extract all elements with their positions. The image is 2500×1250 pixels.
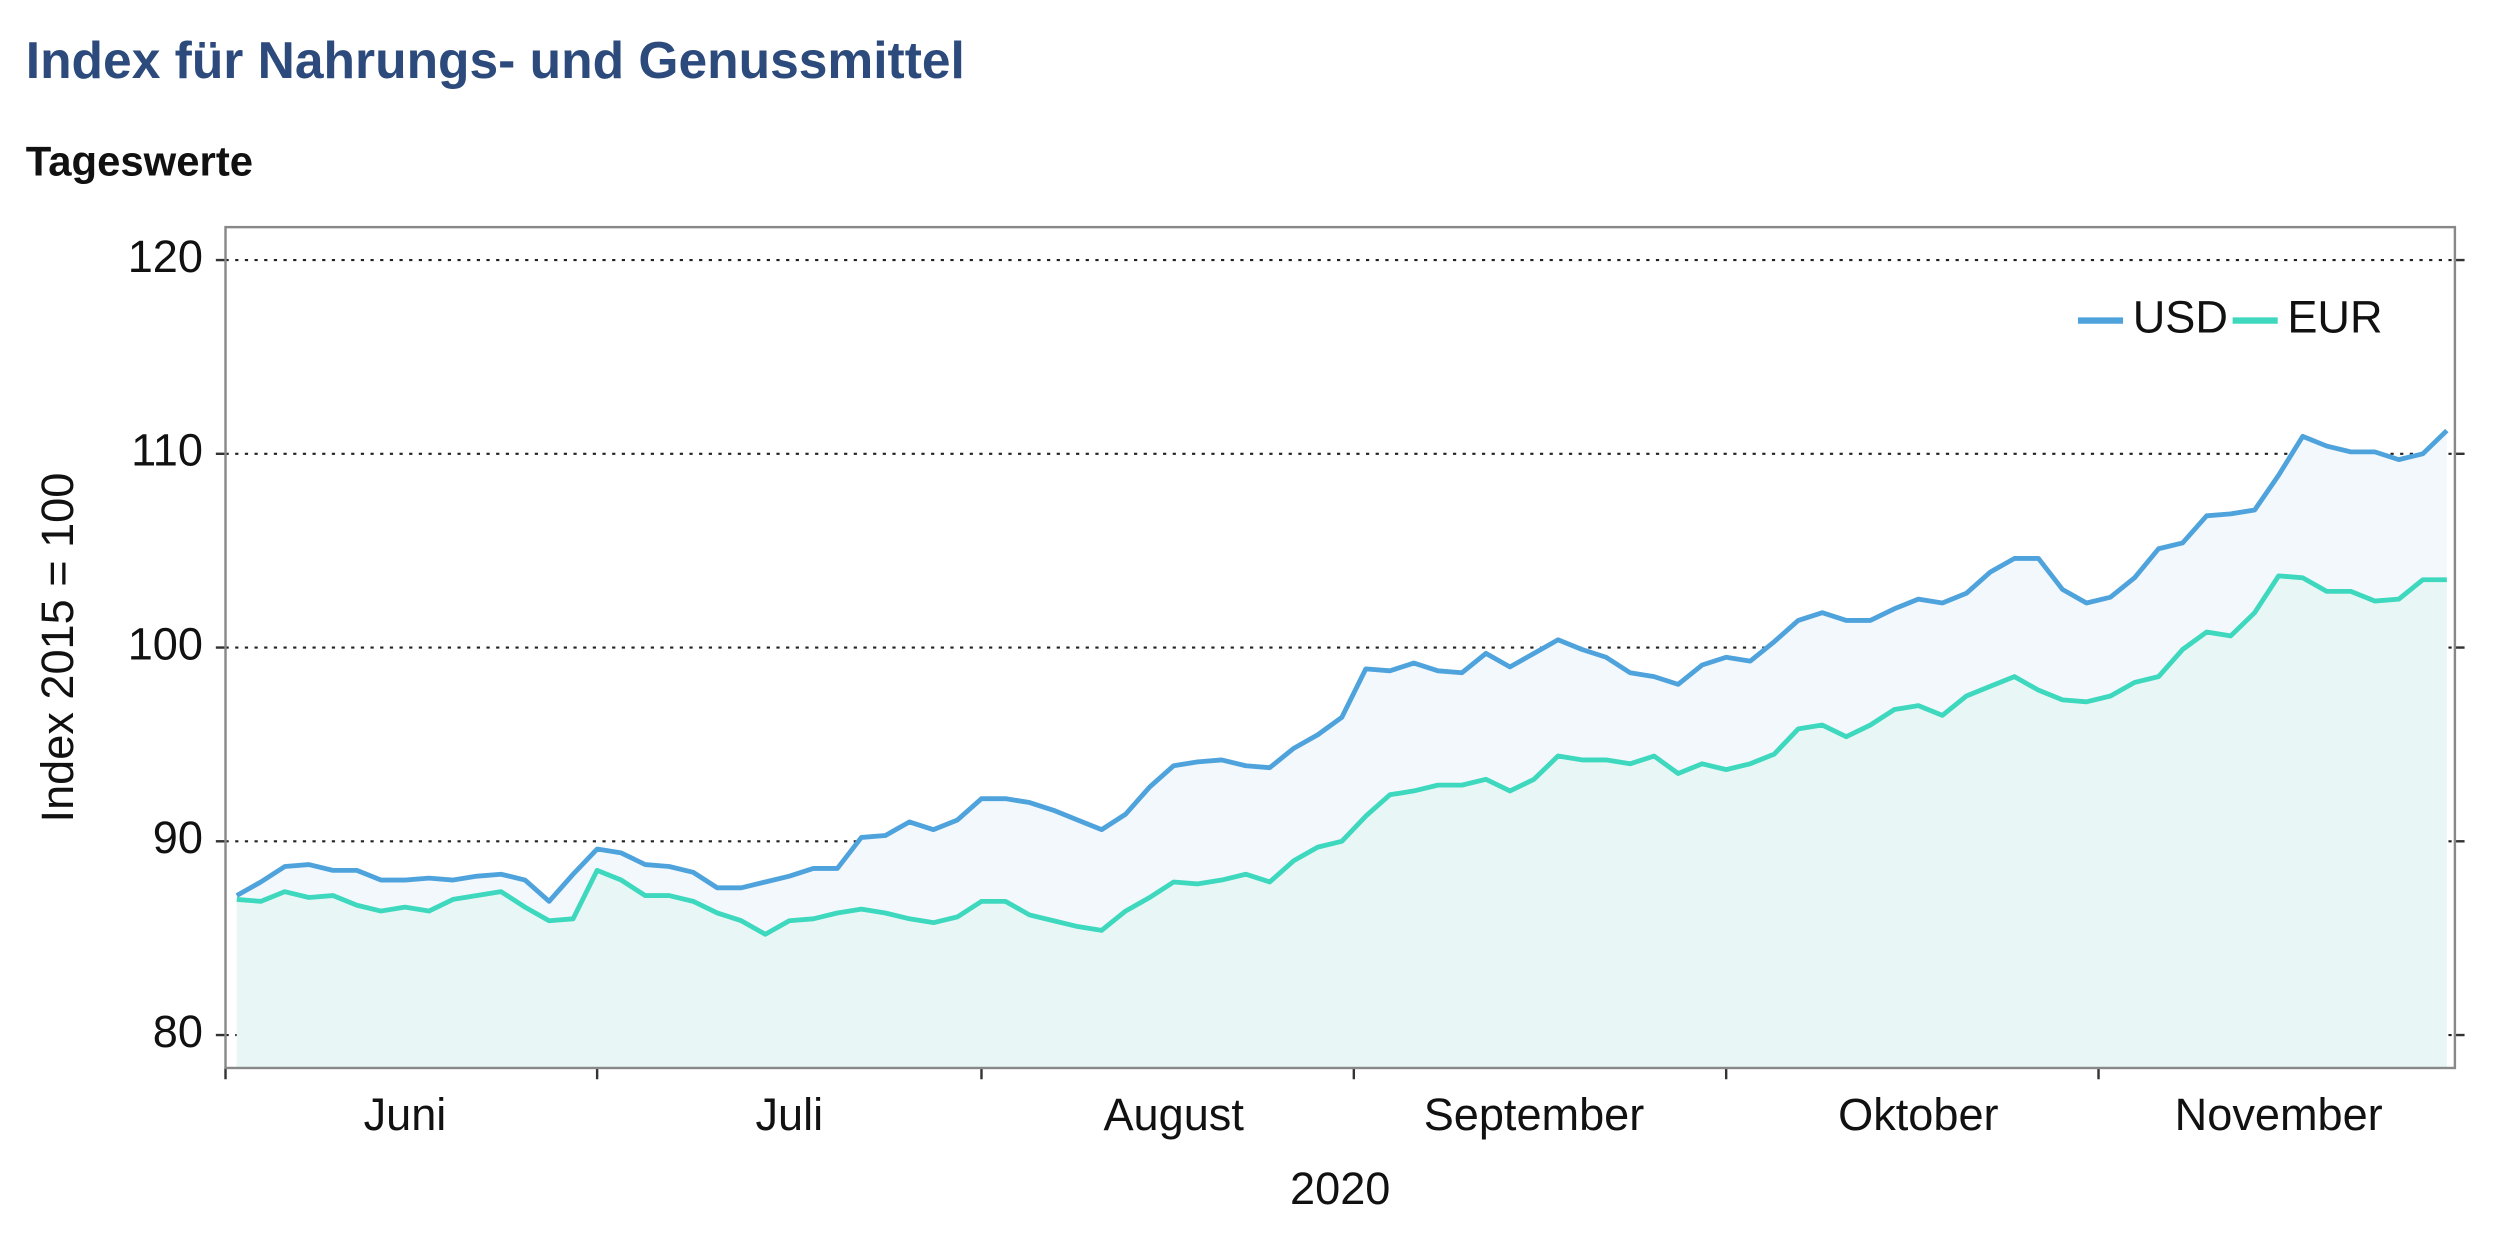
x-tick-label: Oktober	[1838, 1089, 1998, 1140]
y-tick-label: 100	[128, 618, 203, 669]
y-tick-label: 90	[153, 812, 203, 863]
x-tick-label: August	[1103, 1089, 1244, 1140]
legend-label: USD	[2133, 291, 2228, 342]
y-tick-label: 80	[153, 1006, 203, 1057]
y-tick-label: 120	[128, 231, 203, 282]
plot-frame	[224, 225, 2457, 1070]
x-tick-label: September	[1424, 1089, 1645, 1140]
y-axis-label: Index 2015 = 100	[32, 473, 83, 823]
x-tick-label: November	[2175, 1089, 2383, 1140]
chart-title: Index für Nahrungs- und Genussmittel	[26, 31, 965, 89]
area	[236, 575, 2447, 1068]
x-tick-label: Juli	[755, 1089, 823, 1140]
x-tick-label: Juni	[364, 1089, 447, 1140]
chart-subtitle: Tageswerte	[26, 137, 253, 184]
line	[236, 573, 2447, 937]
y-tick-label: 110	[131, 425, 203, 476]
legend-label: EUR	[2287, 291, 2382, 342]
x-axis-label: 2020	[1290, 1163, 1390, 1214]
line	[235, 428, 2449, 904]
